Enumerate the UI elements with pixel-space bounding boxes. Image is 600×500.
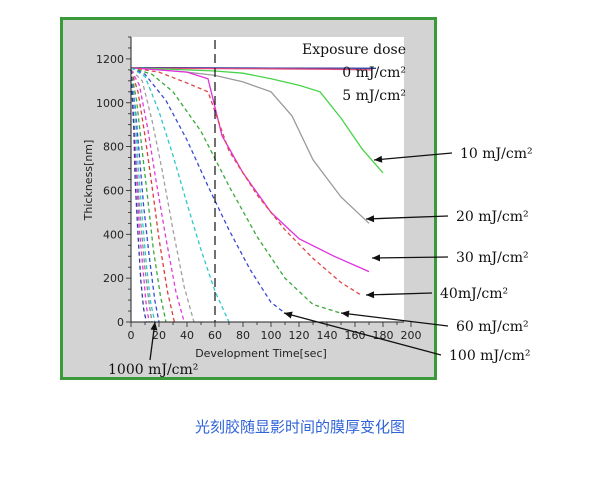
x-axis-label: Development Time[sec] — [195, 347, 327, 360]
x-tick-label: 60 — [208, 329, 222, 342]
arrow-head-icon — [150, 322, 157, 330]
annotation-label-3: 40mJ/cm² — [440, 286, 508, 302]
x-tick-label: 140 — [317, 329, 338, 342]
annotation-label-6: 1000 mJ/cm² — [108, 362, 198, 378]
y-tick-label: 1200 — [96, 53, 124, 66]
annotation-label-2: 30 mJ/cm² — [456, 250, 529, 266]
x-tick-label: 100 — [261, 329, 282, 342]
y-tick-label: 1000 — [96, 97, 124, 110]
y-tick-label: 800 — [103, 141, 124, 154]
x-tick-label: 120 — [289, 329, 310, 342]
y-tick-label: 200 — [103, 272, 124, 285]
y-tick-label: 400 — [103, 228, 124, 241]
annotation-label-0: 10 mJ/cm² — [460, 146, 533, 162]
x-tick-label: 40 — [180, 329, 194, 342]
y-tick-label: 0 — [117, 316, 124, 329]
x-tick-label: 200 — [401, 329, 422, 342]
legend-title: Exposure dose — [302, 42, 406, 58]
x-tick-label: 160 — [345, 329, 366, 342]
legend-entry-1: 5 mJ/cm² — [342, 88, 406, 104]
x-tick-label: 0 — [128, 329, 135, 342]
annotation-label-1: 20 mJ/cm² — [456, 209, 529, 225]
y-axis-label: Thickness[nm] — [82, 140, 95, 222]
x-tick-label: 80 — [236, 329, 250, 342]
annotation-label-5: 100 mJ/cm² — [449, 348, 531, 364]
y-tick-label: 600 — [103, 184, 124, 197]
figure-caption: 光刻胶随显影时间的膜厚变化图 — [0, 416, 600, 437]
annotation-label-4: 60 mJ/cm² — [456, 319, 529, 335]
legend-entry-0: 0 mJ/cm² — [342, 65, 406, 81]
